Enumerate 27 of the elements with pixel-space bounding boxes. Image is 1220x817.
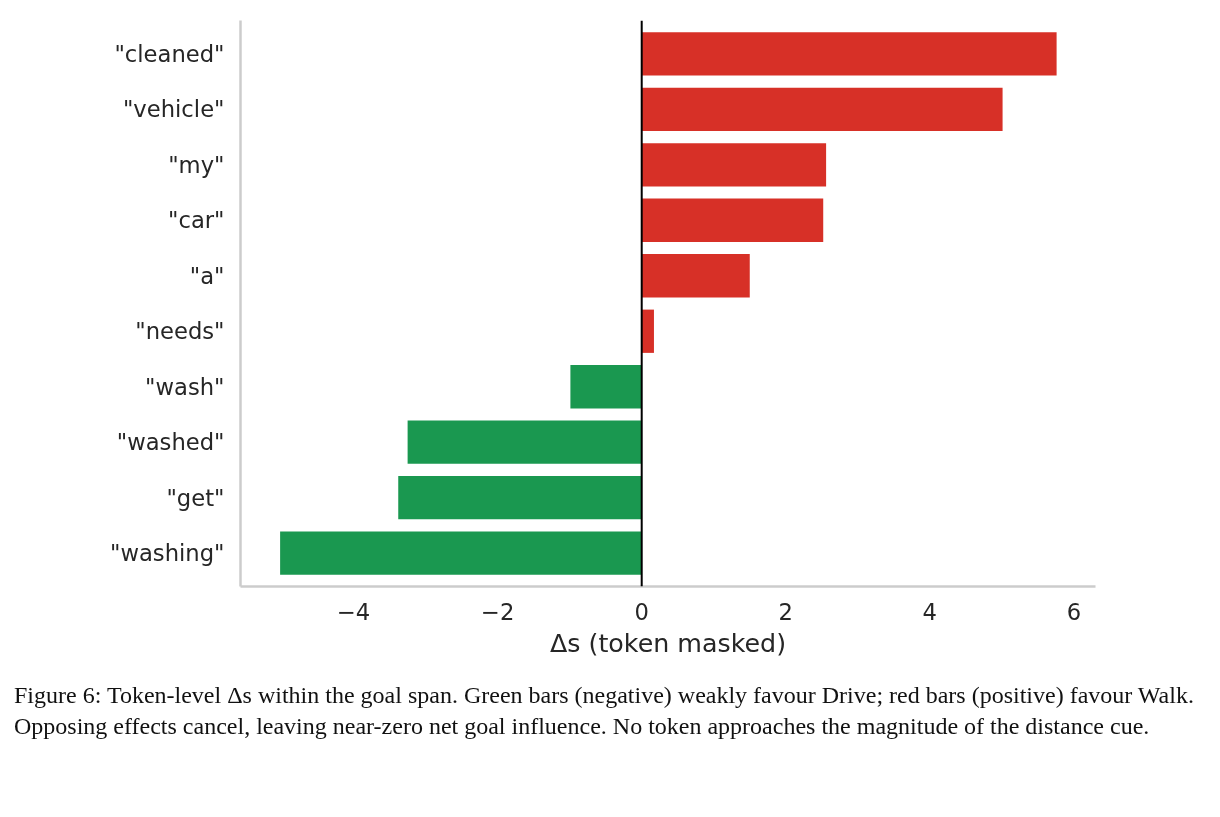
bar xyxy=(280,531,642,575)
y-tick-label: "cleaned" xyxy=(114,40,225,67)
x-tick-label: −4 xyxy=(336,598,371,625)
y-tick-label: "a" xyxy=(189,262,225,289)
y-tick-label: "washing" xyxy=(110,540,225,567)
y-tick-label: "car" xyxy=(168,207,225,234)
bar xyxy=(641,143,827,187)
bar xyxy=(398,476,642,520)
y-tick-label: "wash" xyxy=(145,373,225,400)
x-tick-label: −2 xyxy=(480,598,515,625)
x-tick-label: 2 xyxy=(778,598,793,625)
bar xyxy=(407,420,642,464)
y-tick-label: "washed" xyxy=(116,429,225,456)
y-tick-label: "vehicle" xyxy=(122,96,225,123)
x-tick-label: 4 xyxy=(922,598,938,625)
bar xyxy=(641,87,1003,131)
bar xyxy=(641,32,1057,76)
y-tick-label: "my" xyxy=(168,151,225,178)
bar xyxy=(641,254,750,298)
x-tick-label: 6 xyxy=(1066,598,1082,625)
bar xyxy=(570,365,642,409)
caption: Figure 6: Token-level Δs within the goal span. Green bars (negative) weakly favour Drive; red bars (positive) favour Walk. Opposing effects cancel, leaving near-zero net goal influence. No token approaches the magnitude of the distance cue. xyxy=(14,681,1195,742)
x-axis-title: Δs (token masked) xyxy=(549,627,787,658)
bar xyxy=(641,198,824,242)
y-tick-label: "needs" xyxy=(135,318,225,345)
x-tick-label: 0 xyxy=(634,598,649,625)
y-tick-label: "get" xyxy=(166,484,225,511)
